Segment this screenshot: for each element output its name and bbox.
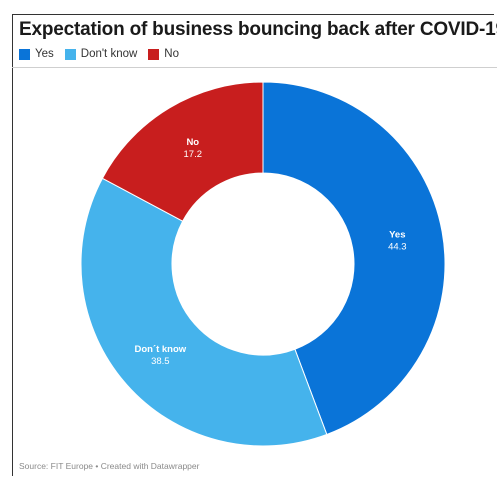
- slice-value-yes: 44.3: [388, 242, 407, 253]
- legend-label-no: No: [164, 48, 179, 60]
- source-note: Source: FIT Europe • Created with Datawr…: [19, 461, 200, 471]
- legend-item-yes: Yes: [19, 48, 54, 60]
- slice-label-yes: Yes: [389, 230, 405, 241]
- slice-no: [101, 81, 264, 222]
- chart-legend: Yes Don't know No: [19, 48, 190, 60]
- legend-swatch-dont-know: [64, 48, 76, 60]
- legend-label-yes: Yes: [35, 48, 54, 60]
- slice-label-dont-know: Don´t know: [134, 344, 186, 355]
- slice-label-no: No: [186, 137, 199, 148]
- chart-title: Expectation of business bouncing back af…: [19, 19, 497, 40]
- slice-yes: [262, 81, 446, 436]
- slice-value-no: 17.2: [184, 149, 203, 160]
- slice-dont-know: [80, 177, 328, 447]
- chart-frame: [12, 14, 494, 476]
- header-divider: [12, 67, 497, 68]
- legend-item-dont-know: Don't know: [64, 48, 138, 60]
- legend-item-no: No: [148, 48, 179, 60]
- legend-swatch-yes: [19, 48, 30, 60]
- slice-value-dont-know: 38.5: [151, 356, 170, 367]
- legend-label-dont-know: Don't know: [80, 48, 138, 60]
- legend-swatch-no: [148, 48, 160, 60]
